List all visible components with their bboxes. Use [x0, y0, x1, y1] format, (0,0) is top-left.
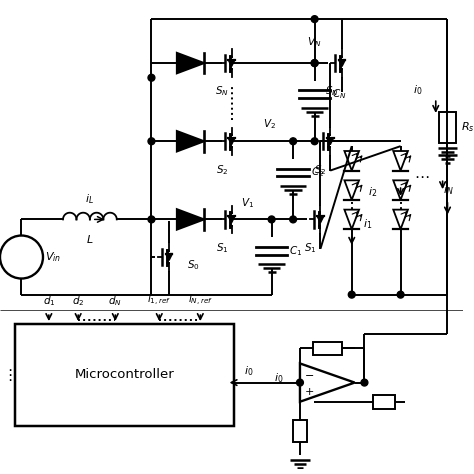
Text: $-$: $-$: [304, 369, 315, 379]
Polygon shape: [177, 209, 204, 230]
Circle shape: [268, 216, 275, 223]
Text: $C_2$: $C_2$: [310, 165, 324, 180]
Text: $C_1$: $C_1$: [289, 244, 302, 257]
Circle shape: [290, 216, 297, 223]
Text: $i_{1,ref}$: $i_{1,ref}$: [147, 293, 171, 308]
Text: $i_{N,ref}$: $i_{N,ref}$: [188, 293, 213, 308]
Circle shape: [311, 60, 318, 66]
Text: Microcontroller: Microcontroller: [75, 368, 174, 381]
Polygon shape: [345, 180, 359, 200]
Text: $\vdots$: $\vdots$: [1, 367, 12, 383]
Polygon shape: [338, 60, 346, 66]
Circle shape: [297, 379, 303, 386]
Text: $i_0$: $i_0$: [413, 83, 422, 97]
Text: $i_2$: $i_2$: [368, 185, 377, 199]
Polygon shape: [177, 131, 204, 152]
Polygon shape: [393, 210, 408, 229]
Polygon shape: [165, 254, 173, 260]
Polygon shape: [228, 138, 235, 145]
Polygon shape: [327, 138, 334, 145]
Text: $i_1$: $i_1$: [364, 218, 373, 231]
Text: $V_{in}$: $V_{in}$: [45, 250, 61, 264]
Text: $S_N$: $S_N$: [215, 84, 228, 99]
Polygon shape: [177, 53, 204, 73]
Text: $L$: $L$: [86, 233, 94, 245]
Text: $+$: $+$: [304, 386, 315, 397]
Polygon shape: [228, 60, 235, 66]
Polygon shape: [345, 151, 359, 171]
Circle shape: [348, 291, 355, 298]
Text: $d_2$: $d_2$: [72, 294, 84, 308]
Text: $d_1$: $d_1$: [43, 294, 55, 308]
Circle shape: [148, 216, 155, 223]
Text: $S_0$: $S_0$: [187, 258, 200, 272]
Circle shape: [397, 291, 404, 298]
Text: $S_2$: $S_2$: [314, 163, 327, 176]
Text: $i_0$: $i_0$: [274, 371, 283, 384]
Circle shape: [311, 138, 318, 145]
Circle shape: [148, 138, 155, 145]
Bar: [15, 324, 235, 426]
Bar: [373, 395, 395, 409]
Text: $\cdots$: $\cdots$: [414, 168, 429, 183]
Circle shape: [311, 60, 318, 66]
Bar: [313, 342, 342, 355]
Text: $S_2$: $S_2$: [216, 163, 228, 176]
Text: $R_s$: $R_s$: [461, 121, 474, 135]
Text: $V_N$: $V_N$: [308, 36, 322, 49]
Circle shape: [148, 74, 155, 81]
Text: $S_1$: $S_1$: [304, 241, 317, 255]
Circle shape: [311, 16, 318, 23]
Bar: [439, 112, 456, 143]
Polygon shape: [345, 210, 359, 229]
Text: $C_N$: $C_N$: [332, 87, 346, 101]
Text: $i_L$: $i_L$: [85, 192, 94, 206]
Polygon shape: [393, 180, 408, 200]
Text: $V_1$: $V_1$: [241, 196, 254, 210]
Polygon shape: [393, 151, 408, 171]
Text: $S_N$: $S_N$: [325, 84, 339, 99]
Text: $d_N$: $d_N$: [109, 294, 122, 308]
Text: $S_1$: $S_1$: [216, 241, 228, 255]
Circle shape: [361, 379, 368, 386]
Text: $i_0$: $i_0$: [244, 364, 254, 378]
Polygon shape: [228, 216, 235, 223]
Circle shape: [290, 138, 297, 145]
Text: $V_2$: $V_2$: [263, 118, 275, 131]
Text: $i_N$: $i_N$: [443, 183, 453, 197]
Polygon shape: [317, 216, 324, 223]
Bar: [293, 420, 307, 442]
